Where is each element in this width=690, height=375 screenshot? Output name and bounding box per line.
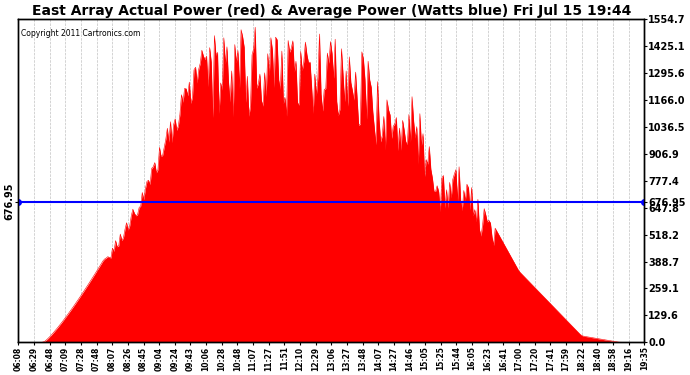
Title: East Array Actual Power (red) & Average Power (Watts blue) Fri Jul 15 19:44: East Array Actual Power (red) & Average …: [32, 4, 631, 18]
Text: Copyright 2011 Cartronics.com: Copyright 2011 Cartronics.com: [21, 29, 141, 38]
